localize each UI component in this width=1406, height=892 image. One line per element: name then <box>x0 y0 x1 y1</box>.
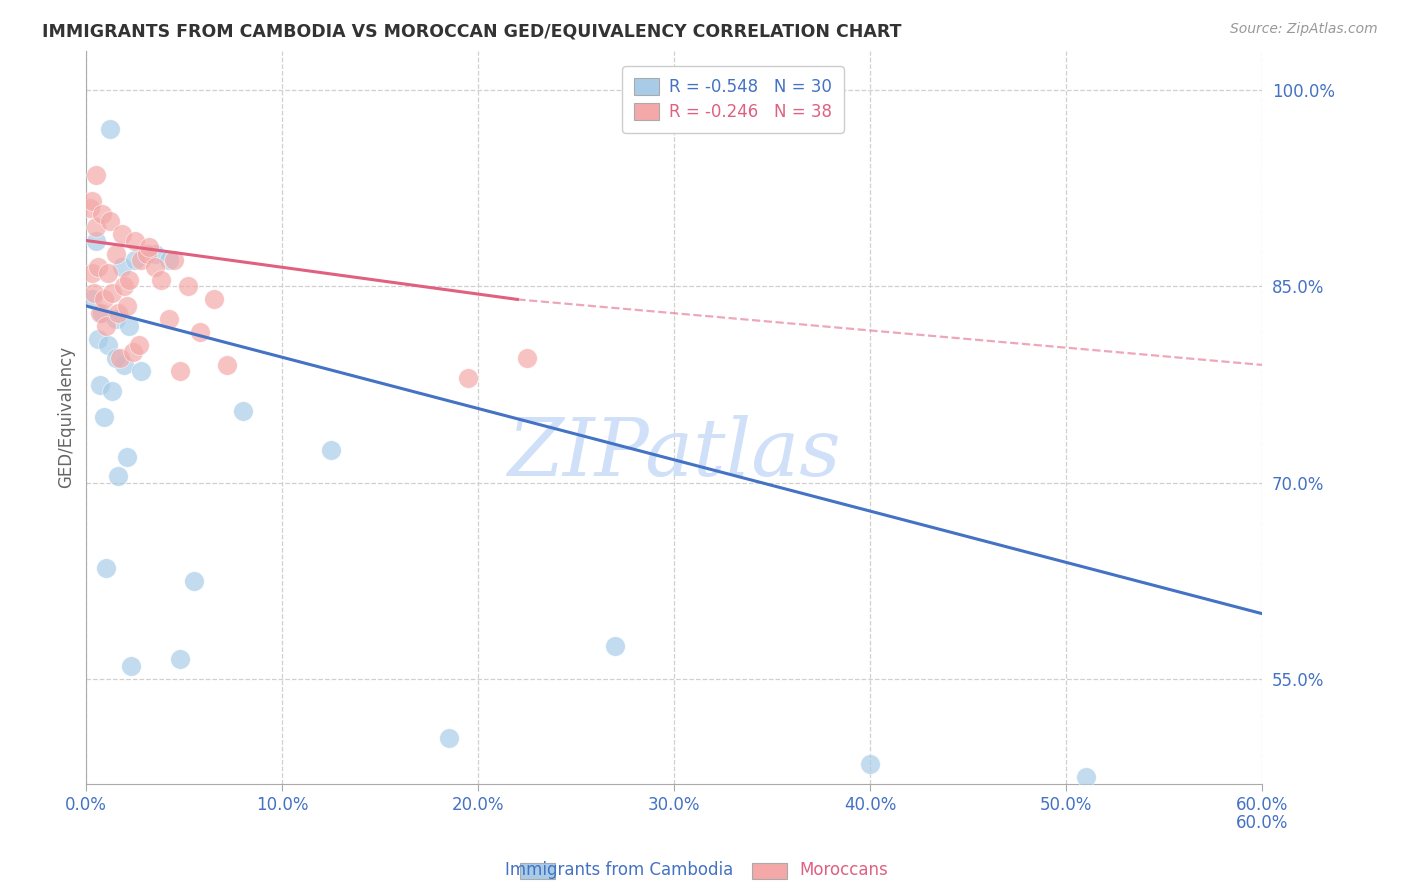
Point <box>124 234 146 248</box>
Point <box>188 325 211 339</box>
Point <box>129 253 152 268</box>
Point <box>157 253 180 268</box>
Point <box>143 260 166 274</box>
Point <box>124 253 146 268</box>
Point <box>122 344 145 359</box>
Text: ZIPatlas: ZIPatlas <box>508 415 841 492</box>
Point <box>104 246 127 260</box>
Point <box>94 561 117 575</box>
Point <box>138 240 160 254</box>
Point <box>118 273 141 287</box>
Point <box>169 364 191 378</box>
Point <box>79 201 101 215</box>
Point <box>117 450 139 464</box>
Y-axis label: GED/Equivalency: GED/Equivalency <box>58 346 75 488</box>
Text: IMMIGRANTS FROM CAMBODIA VS MOROCCAN GED/EQUIVALENCY CORRELATION CHART: IMMIGRANTS FROM CAMBODIA VS MOROCCAN GED… <box>42 22 901 40</box>
Point <box>104 312 127 326</box>
Point <box>143 246 166 260</box>
Point <box>84 220 107 235</box>
Text: Immigrants from Cambodia: Immigrants from Cambodia <box>505 861 733 879</box>
Point <box>93 293 115 307</box>
Text: Source: ZipAtlas.com: Source: ZipAtlas.com <box>1230 22 1378 37</box>
Point <box>112 358 135 372</box>
Point <box>157 312 180 326</box>
Point <box>1074 770 1097 784</box>
Point <box>516 351 538 366</box>
Point <box>128 338 150 352</box>
Point <box>169 652 191 666</box>
Point <box>89 377 111 392</box>
Point <box>129 364 152 378</box>
Point <box>108 351 131 366</box>
Point <box>859 757 882 772</box>
Point <box>183 574 205 588</box>
Point <box>120 659 142 673</box>
Point <box>87 332 110 346</box>
Point <box>104 351 127 366</box>
Point <box>89 305 111 319</box>
Point <box>93 410 115 425</box>
Point <box>217 358 239 372</box>
Point <box>97 338 120 352</box>
Point <box>82 194 104 209</box>
Point <box>100 384 122 398</box>
Point <box>83 285 105 300</box>
Point <box>91 305 114 319</box>
Point <box>136 246 159 260</box>
Point <box>117 299 139 313</box>
Point <box>437 731 460 745</box>
Point <box>84 168 107 182</box>
Point <box>112 279 135 293</box>
Point <box>149 273 172 287</box>
Point <box>107 469 129 483</box>
Point <box>98 122 121 136</box>
Point <box>84 234 107 248</box>
Point <box>100 285 122 300</box>
Point <box>94 318 117 333</box>
Point <box>605 640 627 654</box>
Point <box>110 227 132 241</box>
Point <box>97 266 120 280</box>
Point <box>98 214 121 228</box>
Point <box>91 207 114 221</box>
Point <box>82 293 104 307</box>
Point <box>107 305 129 319</box>
Text: Moroccans: Moroccans <box>799 861 889 879</box>
Point <box>87 260 110 274</box>
Point <box>202 293 225 307</box>
Legend: R = -0.548   N = 30, R = -0.246   N = 38: R = -0.548 N = 30, R = -0.246 N = 38 <box>623 66 844 133</box>
Point <box>232 403 254 417</box>
Point <box>82 266 104 280</box>
Point <box>110 260 132 274</box>
Point <box>163 253 186 268</box>
Point <box>457 371 479 385</box>
Point <box>321 442 343 457</box>
Text: 60.0%: 60.0% <box>1236 814 1288 832</box>
Point <box>118 318 141 333</box>
Point <box>177 279 200 293</box>
